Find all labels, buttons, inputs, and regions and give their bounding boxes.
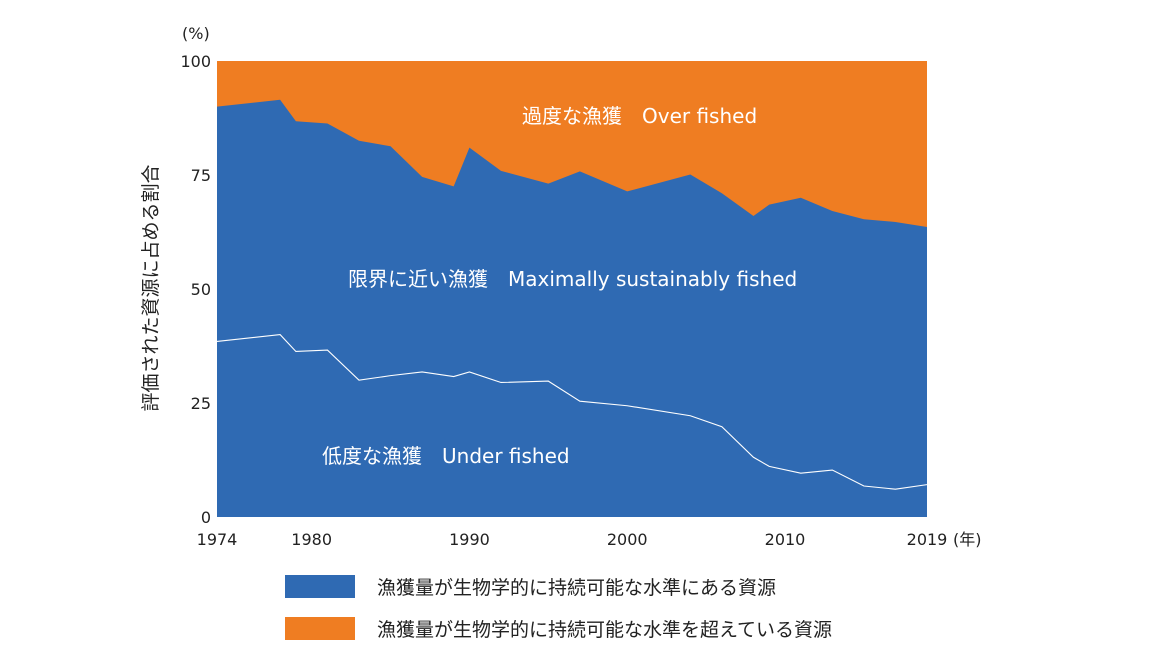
y-tick-label: 0 [201,508,211,527]
y-tick-label: 75 [191,166,211,185]
y-axis-label: 評価された資源に占める割合 [140,164,162,411]
x-unit-label: (年) [953,530,982,549]
under-fished-boundary-line [216,334,928,490]
x-tick-labels: 1974 1980 1990 2000 2010 2019 [197,530,948,549]
region-label-under-fished: 低度な漁獲 Under fished [322,444,570,468]
x-tick-label: 1974 [197,530,238,549]
x-tick-label: 1990 [449,530,490,549]
x-tick-label: 2019 [907,530,948,549]
x-tick-label: 2000 [607,530,648,549]
y-tick-label: 100 [180,52,211,71]
sustainable-area [217,99,927,517]
legend-item-overfished: 漁獲量が生物学的に持続可能な水準を超えている資源 [285,609,832,647]
legend-item-sustainable: 漁獲量が生物学的に持続可能な水準にある資源 [285,567,832,605]
chart: (%) 評価された資源に占める割合 0 25 50 75 100 1974 1980 199… [140,24,982,549]
y-tick-label: 25 [191,394,211,413]
y-unit-label: (%) [182,24,210,43]
legend-swatch-sustainable [285,574,355,598]
legend: 漁獲量が生物学的に持続可能な水準にある資源 漁獲量が生物学的に持続可能な水準を超… [285,567,832,651]
x-tick-label: 1980 [291,530,332,549]
legend-label-overfished: 漁獲量が生物学的に持続可能な水準を超えている資源 [377,618,833,641]
region-label-over-fished: 過度な漁獲 Over fished [522,104,757,128]
legend-swatch-overfished [285,616,355,640]
y-tick-labels: 0 25 50 75 100 [180,52,211,527]
legend-label-sustainable: 漁獲量が生物学的に持続可能な水準にある資源 [377,576,777,599]
x-tick-label: 2010 [765,530,806,549]
region-label-maximally-fished: 限界に近い漁獲 Maximally sustainably fished [348,267,797,291]
y-tick-label: 50 [191,280,211,299]
